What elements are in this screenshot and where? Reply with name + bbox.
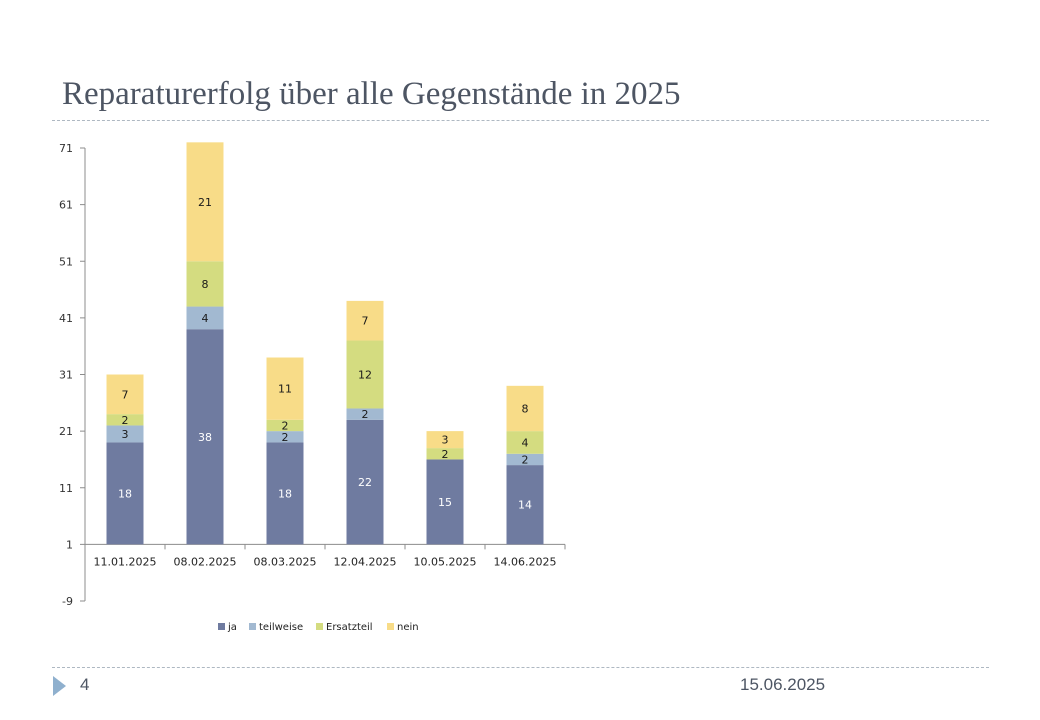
bar-segment: [346, 419, 384, 545]
bar-segment: [186, 142, 224, 262]
footer-arrow-icon: [53, 676, 66, 696]
y-tick-label: 1: [66, 538, 73, 551]
footer-date: 15.06.2025: [740, 675, 826, 694]
y-tick-label: 31: [59, 369, 73, 382]
data-label: 8: [522, 402, 529, 415]
data-label: 2: [122, 414, 129, 427]
y-tick-label: 11: [59, 482, 73, 495]
legend-swatch: [249, 623, 256, 630]
data-label: 2: [282, 431, 289, 444]
bar-segment: [266, 442, 304, 545]
bar-segment: [506, 431, 544, 454]
legend-label: teilweise: [259, 622, 303, 633]
bar-segment: [186, 261, 224, 307]
data-label: 38: [198, 431, 212, 444]
x-tick-label: 10.05.2025: [414, 555, 477, 568]
x-tick-label: 14.06.2025: [494, 555, 557, 568]
x-tick-label: 08.03.2025: [254, 555, 317, 568]
bar-segment: [106, 414, 144, 426]
data-label: 3: [122, 428, 129, 441]
y-tick-label: -9: [62, 595, 73, 608]
bar-segment: [266, 419, 304, 432]
x-tick-label: 12.04.2025: [334, 555, 397, 568]
data-label: 21: [198, 196, 212, 209]
bar-segment: [346, 300, 384, 341]
bar-segment: [186, 306, 224, 330]
y-tick-label: 21: [59, 425, 73, 438]
legend-label: Ersatzteil: [326, 622, 373, 633]
slide-title: Reparaturerfolg über alle Gegenstände in…: [62, 76, 681, 112]
y-tick-label: 71: [59, 142, 73, 155]
legend-swatch: [316, 623, 323, 630]
bar-segment: [266, 357, 304, 420]
data-label: 4: [202, 312, 209, 325]
bar-segment: [346, 408, 384, 420]
data-label: 2: [362, 408, 369, 421]
x-tick-label: 08.02.2025: [174, 555, 237, 568]
bar-segment: [346, 340, 384, 409]
data-label: 14: [518, 499, 532, 512]
data-label: 8: [202, 278, 209, 291]
data-label: 11: [278, 383, 292, 396]
bar-segment: [506, 385, 544, 432]
data-label: 4: [522, 436, 529, 449]
y-tick-label: 61: [59, 199, 73, 212]
bar-segment: [186, 329, 224, 545]
x-tick-label: 11.01.2025: [94, 555, 157, 568]
data-label: 18: [118, 487, 132, 500]
bar-segment: [506, 453, 544, 466]
data-label: 3: [442, 434, 449, 447]
bar-segment: [426, 448, 464, 460]
title-divider: [52, 120, 989, 121]
y-tick-label: 51: [59, 255, 73, 268]
legend-label: ja: [227, 622, 237, 633]
data-label: 7: [362, 315, 369, 328]
data-label: 2: [442, 448, 449, 461]
bar-segment: [106, 374, 144, 415]
data-label: 12: [358, 369, 372, 382]
bar-segment: [506, 465, 544, 545]
footer-divider: [52, 667, 989, 668]
data-label: 18: [278, 487, 292, 500]
data-label: 2: [282, 419, 289, 432]
bar-segment: [426, 431, 464, 449]
data-label: 22: [358, 476, 372, 489]
page-number: 4: [80, 675, 90, 694]
legend-label: nein: [397, 622, 419, 633]
data-label: 7: [122, 388, 129, 401]
data-label: 2: [522, 453, 529, 466]
legend-swatch: [218, 623, 225, 630]
bar-segment: [266, 431, 304, 443]
legend-swatch: [387, 623, 394, 630]
bar-segment: [106, 442, 144, 545]
bar-segment: [426, 459, 464, 545]
y-tick-label: 41: [59, 312, 73, 325]
data-label: 15: [438, 496, 452, 509]
bar-segment: [106, 425, 144, 443]
